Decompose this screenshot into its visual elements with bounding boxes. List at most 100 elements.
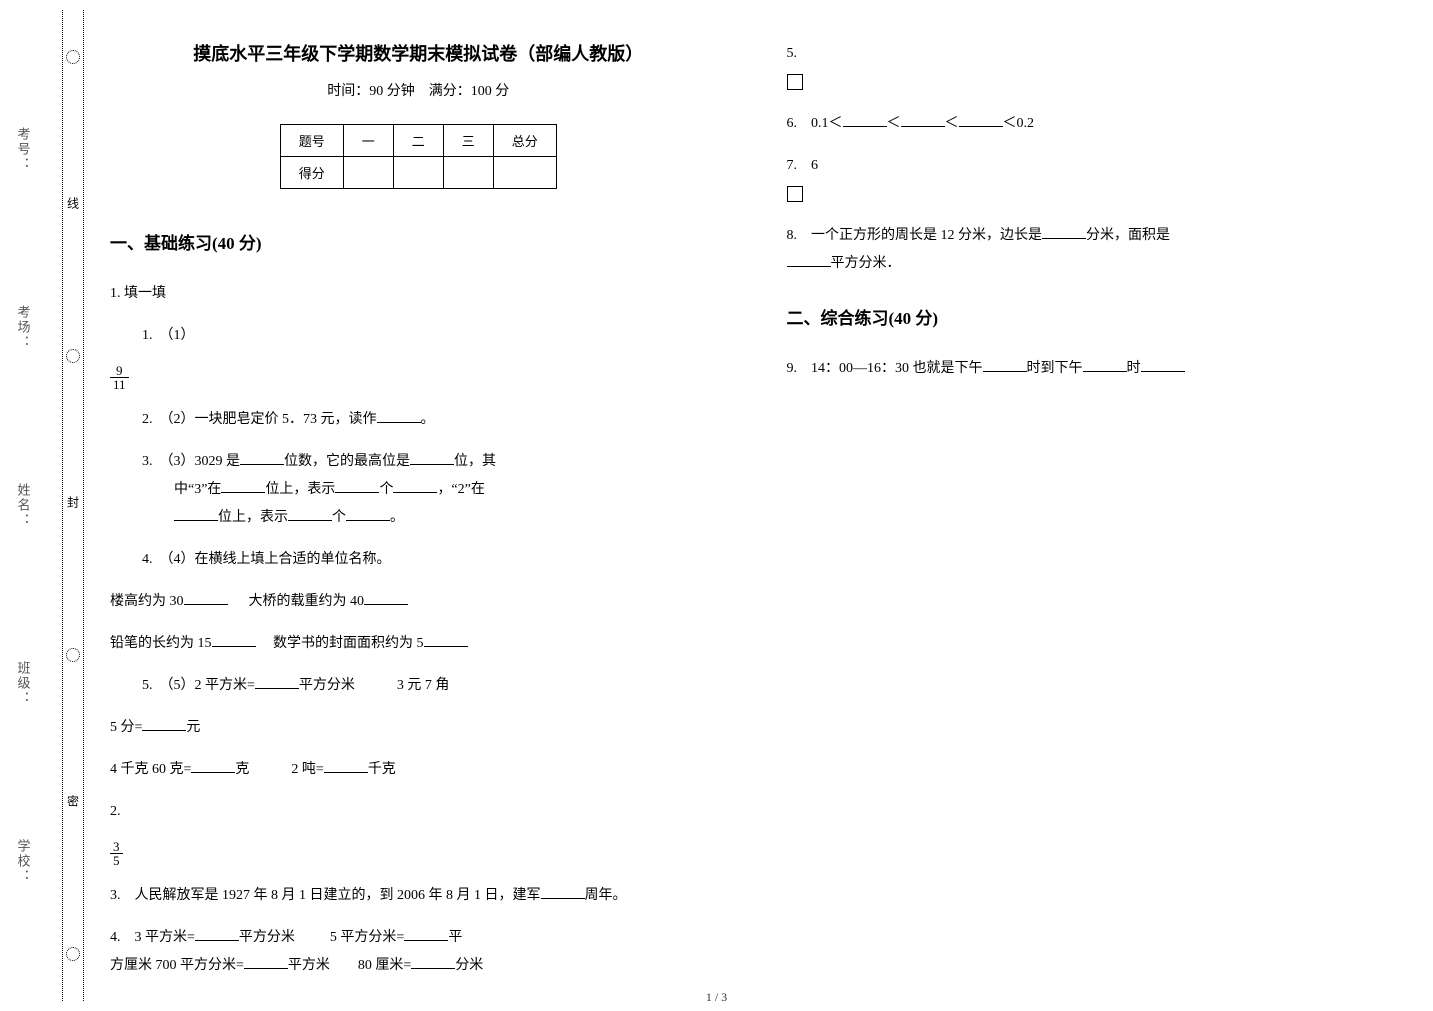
score-table: 题号 一 二 三 总分 得分 [280, 124, 557, 189]
q1-4: 4. （4）在横线上填上合适的单位名称。 [142, 546, 727, 574]
th-total: 总分 [493, 125, 556, 157]
t: 分米 [455, 958, 483, 973]
fraction: 9 11 [110, 364, 129, 391]
t: ＜ [945, 116, 959, 131]
t: 位上，表示 [218, 510, 288, 525]
blank [983, 358, 1027, 372]
t: 平方米 [288, 958, 330, 973]
q1-3: 3. （3）3029 是位数，它的最高位是位，其 中“3”在位上，表示个，“2”… [142, 448, 727, 532]
td-blank [343, 157, 393, 189]
q7-label: 7. 6 [787, 158, 819, 173]
blank [346, 507, 390, 521]
blank [364, 591, 408, 605]
t: 平方分米 [299, 678, 355, 693]
cut-seal-line: 线 封 密 [62, 10, 84, 1001]
t: 4 千克 60 克= [110, 762, 191, 777]
frac-den: 5 [110, 854, 123, 867]
q1-2: 2. （2）一块肥皂定价 5．73 元，读作。 [142, 406, 727, 434]
blank [184, 591, 228, 605]
q5: 5. [787, 40, 1404, 96]
t: 克 [235, 762, 249, 777]
q1-2-tail: 。 [421, 412, 435, 427]
t: 5 平方分米= [330, 930, 404, 945]
t: 千克 [368, 762, 396, 777]
t: 时到下午 [1027, 361, 1083, 376]
empty-box [787, 74, 803, 90]
td-defen: 得分 [280, 157, 343, 189]
t: 6. 0.1＜ [787, 116, 843, 131]
t: 中“3”在 [174, 482, 221, 497]
seal-circle [66, 349, 80, 363]
td-blank [493, 157, 556, 189]
t: ＜0.2 [1003, 116, 1035, 131]
blank [410, 451, 454, 465]
blank [191, 759, 235, 773]
q3: 3. 人民解放军是 1927 年 8 月 1 日建立的，到 2006 年 8 月… [110, 882, 727, 910]
seal-circle [66, 50, 80, 64]
blank [195, 927, 239, 941]
fraction: 3 5 [110, 840, 123, 867]
t: 方厘米 700 平方分米= [110, 958, 244, 973]
t: 。 [390, 510, 404, 525]
q6: 6. 0.1＜＜＜＜0.2 [787, 110, 1404, 138]
blank [424, 633, 468, 647]
seal-circle [66, 648, 80, 662]
side-label-kaochang: 考场： [14, 305, 33, 350]
t: 2 吨= [291, 762, 323, 777]
section1-heading: 一、基础练习(40 分) [110, 229, 727, 254]
cut-word-feng: 封 [65, 490, 82, 522]
t: 9. 14：00—16：30 也就是下午 [787, 361, 983, 376]
t: 3. 人民解放军是 1927 年 8 月 1 日建立的，到 2006 年 8 月… [110, 888, 541, 903]
blank [393, 479, 437, 493]
section2-heading: 二、综合练习(40 分) [787, 304, 1404, 329]
blank [221, 479, 265, 493]
blank [1042, 225, 1086, 239]
blank [404, 927, 448, 941]
blank [288, 507, 332, 521]
td-blank [393, 157, 443, 189]
t: 平 [448, 930, 462, 945]
t: 楼高约为 30 [110, 594, 184, 609]
th-3: 三 [443, 125, 493, 157]
t: 个 [332, 510, 346, 525]
blank [1141, 358, 1185, 372]
page-title: 摸底水平三年级下学期数学期末模拟试卷（部编人教版） [110, 40, 727, 66]
t: 元 [186, 720, 200, 735]
blank [212, 633, 256, 647]
table-row: 得分 [280, 157, 556, 189]
blank [901, 113, 945, 127]
q8: 8. 一个正方形的周长是 12 分米，边长是分米，面积是 平方分米． [787, 222, 1404, 278]
cut-word-mi: 密 [65, 789, 82, 821]
side-field-labels: 考号： 考场： 姓名： 班级： 学校： [8, 0, 38, 1011]
blank [959, 113, 1003, 127]
blank [843, 113, 887, 127]
t: 时 [1127, 361, 1141, 376]
t: 4. 3 平方米= [110, 930, 195, 945]
frac-3-5: 3 5 [110, 840, 727, 868]
q7: 7. 6 [787, 152, 1404, 208]
blank [142, 717, 186, 731]
t: ，“2”在 [437, 482, 484, 497]
t: 铅笔的长约为 15 [110, 636, 212, 651]
page-footer: 1 / 3 [0, 990, 1433, 1005]
side-label-banji: 班级： [14, 661, 33, 706]
q9: 9. 14：00—16：30 也就是下午 时到下午 时 [787, 355, 1404, 383]
frac-9-11: 9 11 [110, 364, 727, 392]
blank [335, 479, 379, 493]
q1-1-label: 1. （1） [142, 328, 195, 343]
th-tihao: 题号 [280, 125, 343, 157]
side-label-xuexiao: 学校： [14, 839, 33, 884]
t: 周年。 [585, 888, 627, 903]
blank [255, 675, 299, 689]
main-content: 摸底水平三年级下学期数学期末模拟试卷（部编人教版） 时间：90 分钟 满分：10… [110, 40, 1403, 991]
side-label-kaohao: 考号： [14, 127, 33, 172]
frac-num: 9 [110, 364, 129, 378]
q1-label: 1. 填一填 [110, 280, 727, 308]
t: 80 厘米= [358, 958, 411, 973]
t: 位数，它的最高位是 [284, 454, 410, 469]
t: 平方分米 [239, 930, 295, 945]
th-2: 二 [393, 125, 443, 157]
blank [541, 885, 585, 899]
table-row: 题号 一 二 三 总分 [280, 125, 556, 157]
t: 8. 一个正方形的周长是 12 分米，边长是 [787, 228, 1043, 243]
